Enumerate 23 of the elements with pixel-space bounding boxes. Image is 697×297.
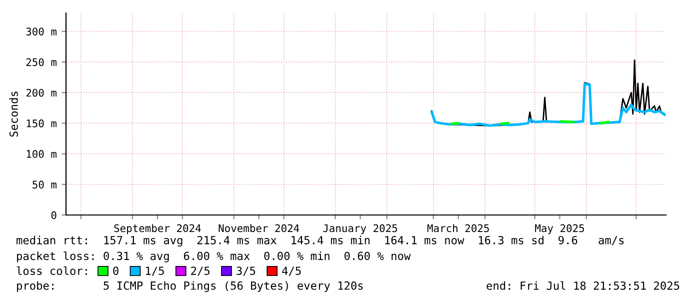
y-axis-title: Seconds [9, 92, 18, 137]
text: end: Fri Jul 18 21:53:51 2025 [486, 281, 680, 290]
text: median rtt: 157.1 ms avg 215.4 ms max 145.4 ms min 164.1 ms now 16.3 ms sd 9.6 am/s [16, 236, 624, 247]
x-tick-label: January 2025 [323, 224, 398, 234]
y-tick-label: 150 m [26, 119, 56, 128]
legend-label: 2/5 [191, 266, 210, 276]
x-tick-label: May 2025 [535, 224, 584, 234]
y-tick-label: 250 m [26, 58, 56, 66]
legend-label: 1/5 [146, 266, 164, 276]
y-tick-label: 100 m [26, 150, 56, 158]
x-tick-label: March 2025 [427, 224, 489, 232]
x-tick-label: September 2024 [114, 224, 201, 234]
y-tick-label: 300 m [26, 28, 56, 36]
legend-label: 0 [113, 266, 118, 276]
y-tick-label: 50 m [32, 180, 56, 189]
legend-label: 3/5 [236, 266, 256, 276]
legend-label: 4/5 [282, 266, 301, 276]
text: packet loss: 0.31 % avg 6.00 % max 0.00 % min 0.60 % now [17, 251, 411, 262]
legend-title: loss color: [16, 266, 87, 276]
text: probe: 5 ICMP Echo Pings (56 Bytes) every 120s [17, 281, 363, 292]
y-tick-label: 0 [51, 211, 56, 220]
x-tick-label: November 2024 [218, 224, 300, 232]
y-tick-label: 200 m [26, 88, 56, 97]
